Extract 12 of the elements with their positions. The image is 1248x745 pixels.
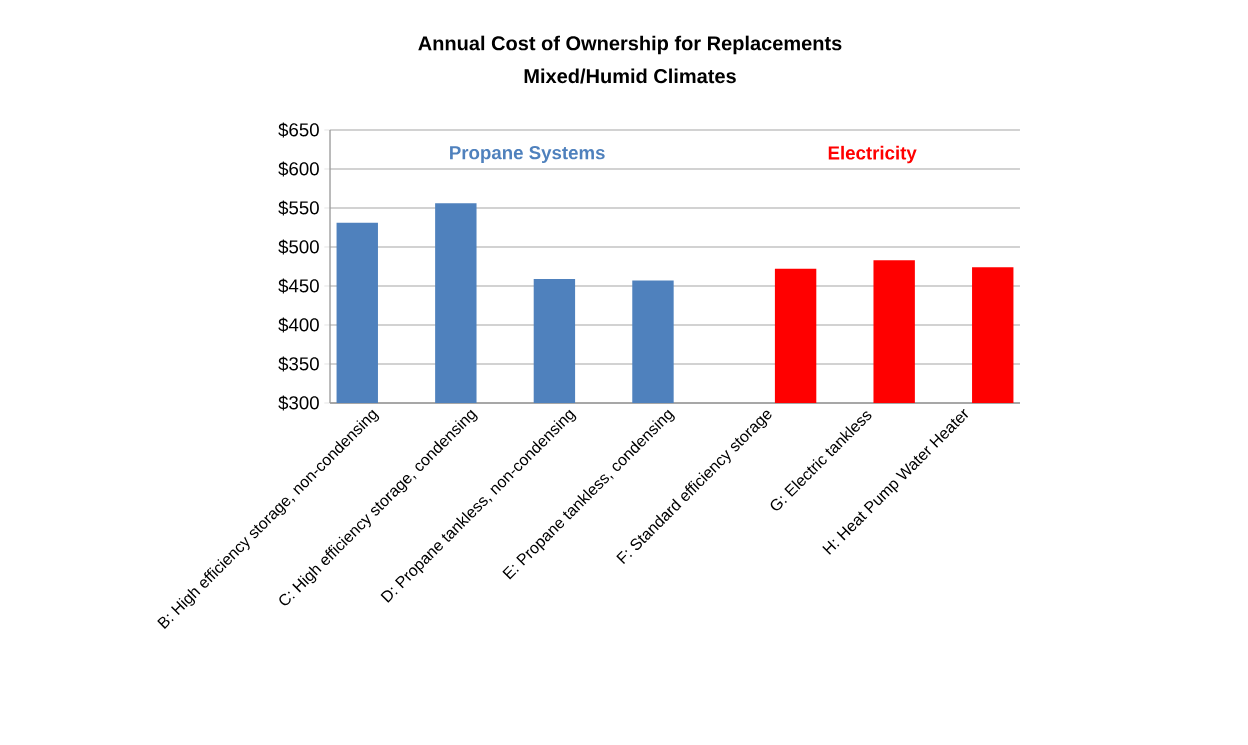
text: Electricity <box>828 145 917 164</box>
y-tick-label: $450 <box>278 278 319 294</box>
y-tick-label: $400 <box>278 317 319 333</box>
y-tick-label: $300 <box>278 395 319 411</box>
y-tick-label: $500 <box>278 239 319 255</box>
y-tick-label: $650 <box>278 122 319 138</box>
y-tick-label: $550 <box>278 200 319 216</box>
text: Propane Systems <box>450 146 605 164</box>
chart-title: Annual Cost of Ownership for Replacements <box>418 35 842 55</box>
chart-subtitle: Mixed/Humid Climates <box>524 68 736 84</box>
y-tick-label: $350 <box>278 356 319 372</box>
y-tick-label: $600 <box>278 161 319 177</box>
